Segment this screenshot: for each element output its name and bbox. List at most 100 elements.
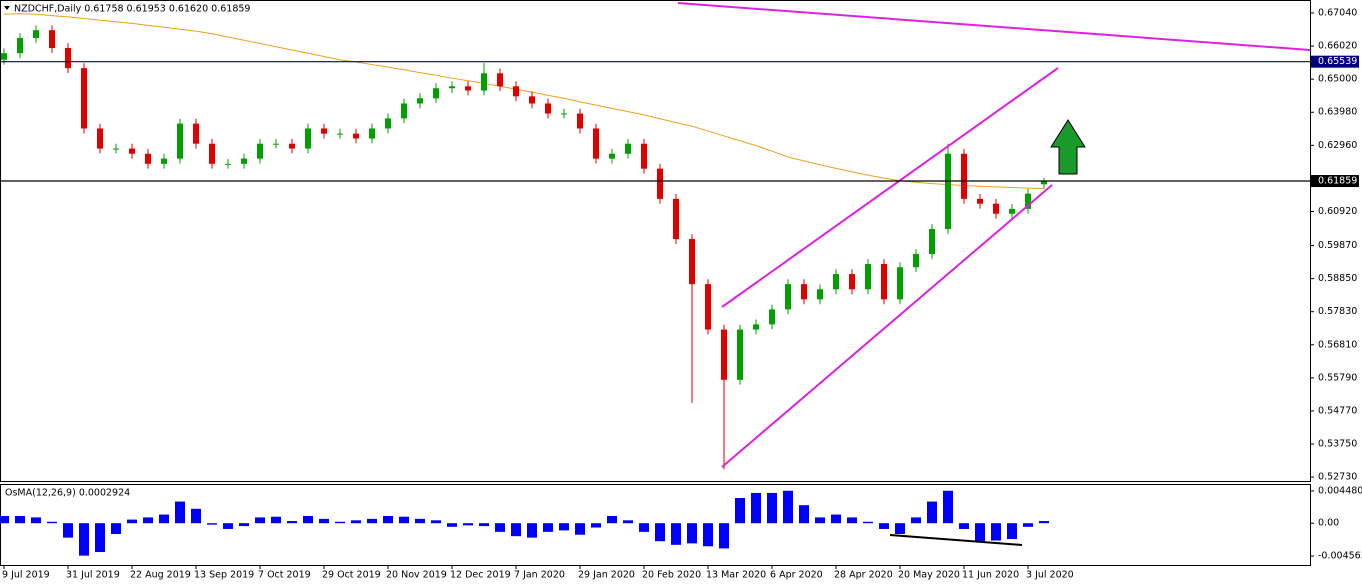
candle-body	[81, 68, 87, 129]
x-tick-label: 31 Jul 2019	[66, 570, 120, 581]
y-tick-label: 0.52730	[1318, 472, 1357, 483]
price-label: 0.61859	[1318, 176, 1357, 187]
x-tick-label: 13 Sep 2019	[194, 570, 254, 581]
y-tick-label: 0.60920	[1318, 206, 1357, 217]
candle-body	[897, 267, 903, 300]
candle-body	[673, 198, 679, 240]
channel-lower	[721, 184, 1053, 468]
candle-body	[417, 98, 423, 104]
candle-body	[977, 198, 983, 204]
osma-bar	[159, 514, 169, 524]
candle-body	[225, 163, 231, 165]
candle-body	[625, 143, 631, 154]
osma-bar	[799, 505, 809, 524]
osma-bar	[143, 517, 153, 524]
trend-line	[677, 2, 1311, 51]
osma-bar	[831, 514, 841, 524]
candle-body	[801, 284, 807, 300]
candle-body	[289, 143, 295, 149]
osma-bar	[255, 517, 265, 524]
y-tick-label: 0.62960	[1318, 140, 1357, 151]
candle-body	[65, 48, 71, 69]
channel-upper	[721, 67, 1059, 308]
osma-bar	[447, 523, 457, 527]
osma-bar	[351, 520, 361, 524]
osma-bar	[415, 518, 425, 524]
candle-body	[129, 148, 135, 154]
price-label-box	[1311, 55, 1359, 68]
osma-bar	[431, 520, 441, 524]
osma-bar	[943, 490, 953, 524]
osma-bar	[271, 516, 281, 524]
x-tick-label: 7 Oct 2019	[258, 570, 311, 581]
osma-bar	[527, 523, 537, 538]
y-tick-label: 0.58850	[1318, 273, 1357, 284]
candle-body	[145, 153, 151, 164]
x-tick-label: 29 Oct 2019	[322, 570, 381, 581]
osma-bar	[399, 516, 409, 524]
osma-bar	[79, 523, 89, 556]
candle-body	[785, 284, 791, 310]
osma-bar	[367, 518, 377, 524]
candle-body	[849, 274, 855, 290]
x-tick-label: 22 Aug 2019	[130, 570, 191, 581]
osma-bar	[1039, 521, 1049, 524]
candle-body	[369, 128, 375, 139]
divergence-line	[889, 534, 1023, 546]
candle-body	[865, 264, 871, 290]
chart-title: NZDCHF,Daily 0.61758 0.61953 0.61620 0.6…	[14, 4, 250, 15]
candle-body	[209, 143, 215, 164]
osma-bar	[975, 523, 985, 542]
candle-body	[241, 158, 247, 164]
osma-bar	[479, 523, 489, 527]
header-icon	[4, 6, 10, 10]
y-tick-label: 0.54770	[1318, 405, 1357, 416]
osma-bar	[15, 515, 25, 524]
candle-body	[113, 148, 119, 150]
moving-average	[3, 13, 1045, 190]
candle-body	[817, 289, 823, 300]
y-tick-label: -0.004563	[1318, 551, 1362, 562]
candle-body	[769, 309, 775, 325]
up-arrow	[1050, 119, 1086, 175]
osma-bar	[463, 523, 473, 526]
osma-bar	[95, 523, 105, 553]
osma-bar	[927, 501, 937, 524]
candle-body	[529, 96, 535, 104]
osma-bar	[575, 523, 585, 535]
osma-bar	[639, 523, 649, 532]
osma-bar	[559, 523, 569, 531]
x-tick-label: 12 Dec 2019	[450, 570, 511, 581]
candle-body	[481, 73, 487, 91]
y-tick-label: 0.59870	[1318, 240, 1357, 251]
osma-bar	[543, 523, 553, 532]
x-tick-label: 20 Nov 2019	[386, 570, 447, 581]
x-tick-label: 3 Jul 2020	[1026, 570, 1074, 581]
candle-body	[945, 153, 951, 229]
osma-bar	[911, 517, 921, 524]
candle-body	[513, 86, 519, 97]
osma-bar	[751, 492, 761, 524]
osma-bar	[1023, 523, 1033, 527]
osma-bar	[511, 523, 521, 537]
y-tick-label: 0.0044804	[1318, 485, 1362, 496]
candle-body	[161, 158, 167, 164]
y-tick-label: 0.63980	[1318, 107, 1357, 118]
osma-bar	[239, 523, 249, 527]
osma-bar	[991, 523, 1001, 541]
x-tick-label: 20 May 2020	[898, 570, 960, 581]
candle-body	[993, 203, 999, 214]
candle-body	[257, 143, 263, 159]
candle-body	[17, 37, 23, 54]
candle-body	[433, 88, 439, 99]
y-tick-label: 0.00	[1318, 518, 1339, 529]
candle-body	[497, 73, 503, 87]
candle-body	[737, 329, 743, 380]
osma-bar	[719, 523, 729, 549]
x-tick-label: 29 Jan 2020	[578, 570, 635, 581]
osma-bar	[31, 517, 41, 524]
osma-bar	[207, 523, 217, 525]
candle-body	[1041, 181, 1047, 185]
candle-body	[913, 253, 919, 268]
